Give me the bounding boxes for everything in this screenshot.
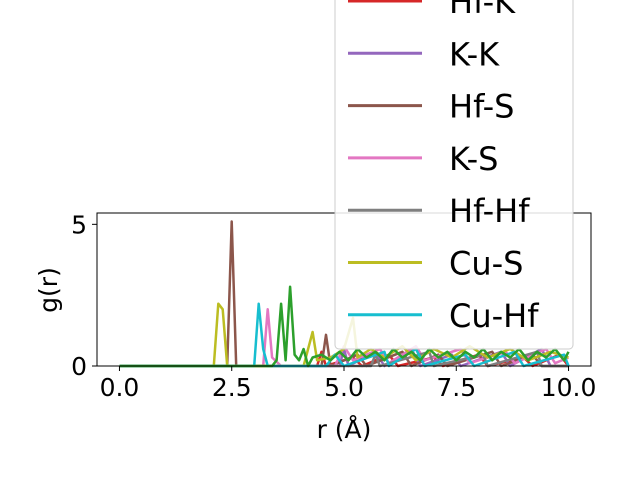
x-tick-label: 5.0	[324, 373, 364, 402]
legend: Hf-K K-K Hf-S K-S Hf-Hf Cu-S Cu-Hf	[334, 0, 574, 350]
y-tick-label: 5	[71, 210, 87, 239]
x-axis-label: r (Å)	[317, 415, 372, 444]
legend-label-hf-s: Hf-S	[449, 88, 514, 126]
y-tick-label: 0	[71, 352, 87, 381]
legend-label-cu-hf: Cu-Hf	[449, 297, 539, 335]
legend-label-hf-hf: Hf-Hf	[449, 192, 530, 230]
x-tick-label: 2.5	[212, 373, 252, 402]
x-tick-label: 7.5	[436, 373, 476, 402]
x-tick-label: 10.0	[541, 373, 597, 402]
legend-label-k-k: K-K	[449, 35, 500, 73]
legend-label-k-s: K-S	[449, 140, 498, 178]
x-axis: 0.0 2.5 5.0 7.5 10.0	[100, 366, 597, 402]
series-line-cu-s	[119, 302, 569, 368]
legend-label-cu-s: Cu-S	[449, 245, 523, 283]
x-tick-label: 0.0	[100, 373, 140, 402]
y-axis-label: g(r)	[34, 267, 63, 313]
y-axis: 05	[71, 210, 97, 381]
series-line-unlabeled-7	[119, 285, 570, 368]
legend-label-hf-k: Hf-K	[449, 0, 516, 21]
